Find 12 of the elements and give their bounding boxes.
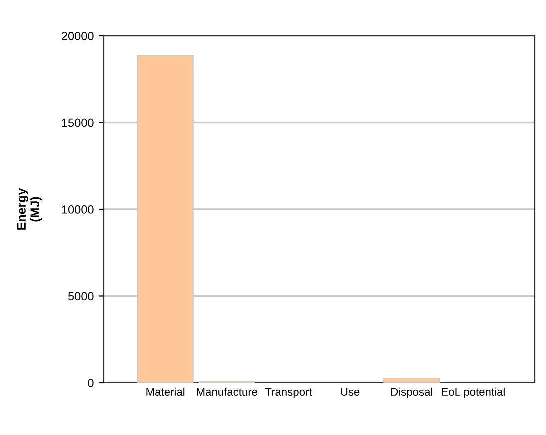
x-tick-label: Transport [265, 388, 312, 398]
x-tick-label: Disposal [391, 388, 432, 398]
x-tick-label: Manufacture [197, 388, 258, 396]
y-tick-label: 20000 [62, 32, 94, 40]
y-axis-title: Energy (MJ) [17, 188, 42, 230]
y-tick-label: 10000 [62, 206, 94, 214]
x-tick-label: Use [341, 388, 360, 396]
y-tick-label: 5000 [68, 292, 94, 301]
y-tick-label: 0 [88, 379, 94, 388]
x-tick-label: EoL potential [442, 388, 505, 398]
x-tick-label: Material [146, 388, 185, 396]
y-tick-label: 15000 [62, 118, 94, 128]
